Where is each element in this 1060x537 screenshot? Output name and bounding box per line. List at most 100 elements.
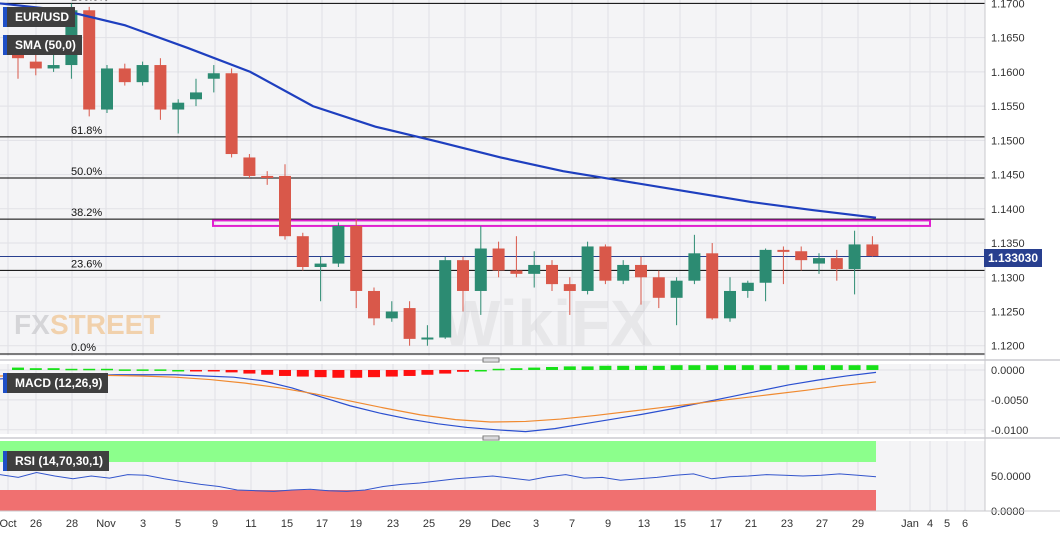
x-tick-label: 29 — [852, 518, 864, 530]
fib-label: 61.8% — [71, 125, 102, 137]
macd-line — [0, 371, 877, 433]
candle-body — [279, 175, 291, 237]
macd-histogram-bar — [403, 369, 416, 376]
x-tick-label: 21 — [745, 518, 757, 530]
macd-histogram-bar — [599, 365, 612, 370]
macd-tag[interactable]: MACD (12,26,9) — [3, 373, 109, 393]
rsi-line — [0, 471, 877, 492]
x-tick-label: 25 — [423, 518, 435, 530]
symbol-tag[interactable]: EUR/USD — [3, 7, 76, 27]
candle-body — [866, 244, 879, 257]
x-tick-label: 17 — [316, 518, 328, 530]
candle-body — [724, 290, 736, 319]
candle-body — [795, 251, 808, 261]
candle-body — [207, 73, 220, 79]
macd-histogram-bar — [439, 369, 452, 374]
macd-histogram-bar — [261, 369, 274, 375]
price-tick-label: 1.1400 — [991, 204, 1025, 216]
x-tick-label: 5 — [175, 518, 181, 530]
macd-histogram-bar — [47, 368, 60, 370]
x-tick-label: Oct — [0, 518, 17, 530]
candle-body — [635, 264, 647, 278]
candle-body — [421, 337, 434, 340]
macd-histogram-bar — [795, 365, 808, 370]
macd-histogram-bar — [83, 368, 96, 371]
fib-label: 50.0% — [71, 166, 102, 178]
x-tick-label: 19 — [350, 518, 362, 530]
x-tick-label: 5 — [944, 518, 950, 530]
rsi-tag[interactable]: RSI (14,70,30,1) — [3, 451, 110, 471]
macd-tick-label: -0.0050 — [991, 395, 1028, 407]
price-tick-label: 1.1450 — [991, 170, 1025, 182]
candle-body — [563, 284, 576, 291]
candle-body — [599, 246, 612, 281]
x-tick-label: 27 — [816, 518, 828, 530]
candle-body — [670, 280, 683, 298]
price-tick-label: 1.1350 — [991, 238, 1025, 250]
macd-histogram-bar — [296, 369, 309, 377]
candle-body — [350, 225, 363, 291]
macd-signal-line — [0, 374, 877, 423]
macd-tick-label: -0.0100 — [991, 425, 1028, 437]
candle-body — [47, 65, 60, 69]
sma-tag[interactable]: SMA (50,0) — [3, 35, 82, 55]
candle-body — [848, 244, 861, 270]
x-tick-label: 9 — [212, 518, 218, 530]
macd-histogram-bar — [866, 365, 879, 370]
x-tick-label: 11 — [245, 518, 256, 530]
macd-histogram-bar — [474, 369, 487, 372]
rsi-oversold-band — [0, 490, 876, 511]
candle-body — [296, 236, 309, 267]
candle-body — [154, 65, 167, 110]
fib-label: 0.0% — [71, 342, 96, 354]
candle-body — [510, 270, 523, 274]
macd-histogram-bar — [563, 366, 576, 370]
macd-histogram-bar — [101, 368, 113, 371]
price-tick-label: 1.1500 — [991, 135, 1025, 147]
candle-body — [332, 225, 345, 264]
fxstreet-watermark-street: STREET — [50, 309, 160, 340]
macd-histogram-bar — [848, 365, 861, 370]
candle-body — [741, 282, 754, 291]
x-tick-label: 23 — [387, 518, 399, 530]
macd-histogram-bar — [385, 369, 398, 377]
macd-histogram-bar — [688, 365, 701, 370]
macd-histogram-bar — [350, 369, 363, 378]
price-tick-label: 1.1200 — [991, 341, 1025, 353]
macd-histogram-bar — [759, 365, 772, 370]
macd-histogram-bar — [207, 369, 220, 372]
macd-histogram-bar — [670, 365, 683, 370]
macd-histogram-bar — [118, 369, 131, 371]
candle-body — [688, 253, 701, 281]
candle-body — [492, 248, 505, 271]
candle-body — [368, 290, 380, 319]
price-tick-label: 1.1300 — [991, 272, 1025, 284]
candle-body — [528, 264, 541, 274]
macd-histogram-bar — [777, 365, 790, 370]
price-tick-label: 1.1250 — [991, 307, 1025, 319]
macd-histogram-bar — [617, 365, 630, 370]
candle-body — [581, 246, 594, 291]
macd-histogram-bar — [741, 365, 754, 370]
candle-body — [83, 10, 96, 110]
candle-body — [243, 157, 256, 176]
macd-histogram-bar — [29, 368, 42, 370]
macd-histogram-bar — [136, 369, 149, 371]
candle-body — [759, 249, 772, 283]
x-tick-label: 28 — [66, 518, 78, 530]
macd-histogram-bar — [706, 365, 719, 370]
x-tick-label: 6 — [962, 518, 968, 530]
candle-body — [172, 102, 185, 110]
macd-tick-label: 0.0000 — [991, 365, 1025, 377]
price-tick-label: 1.1600 — [991, 67, 1025, 79]
macd-histogram-bar — [421, 369, 434, 375]
candle-body — [457, 260, 469, 291]
candle-body — [403, 308, 416, 339]
candle-body — [777, 249, 790, 252]
macd-histogram-bar — [154, 369, 167, 371]
x-tick-label: 9 — [605, 518, 611, 530]
candle-body — [385, 311, 398, 319]
candle-body — [29, 61, 42, 69]
candle-body — [474, 248, 487, 291]
